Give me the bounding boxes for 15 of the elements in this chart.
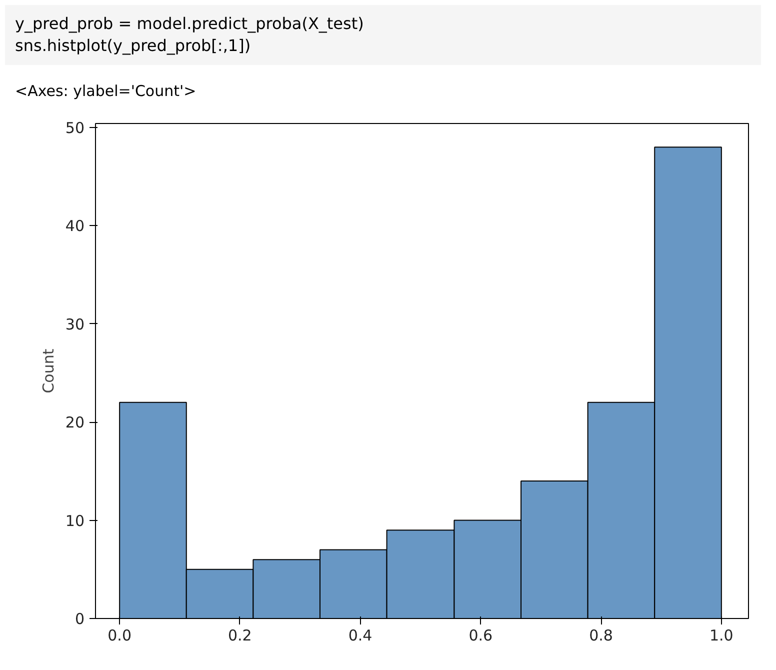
- y-tick-label: 50: [65, 119, 85, 138]
- text: y_pred_prob = model.predict_proba(X_test) sns.histplot(y_pred_prob[:,1]): [5, 5, 761, 65]
- x-tick-label: 0.0: [108, 626, 132, 645]
- y-tick-label: 0: [74, 610, 85, 628]
- x-tick-label: 0.8: [589, 626, 613, 645]
- x-tick-label: 0.2: [228, 626, 252, 645]
- text: <Axes: ylabel='Count'>: [14, 81, 198, 102]
- x-tick-label: 0.6: [468, 626, 493, 645]
- y-tick-label: 10: [65, 512, 85, 530]
- x-tick-label: 1.0: [709, 626, 734, 645]
- y-tick-label: 30: [65, 316, 85, 334]
- y-tick-label: 40: [65, 218, 85, 236]
- y-tick-label: 20: [65, 414, 85, 432]
- y-axis-title: Count: [39, 349, 58, 394]
- x-tick-label: 0.4: [348, 626, 372, 645]
